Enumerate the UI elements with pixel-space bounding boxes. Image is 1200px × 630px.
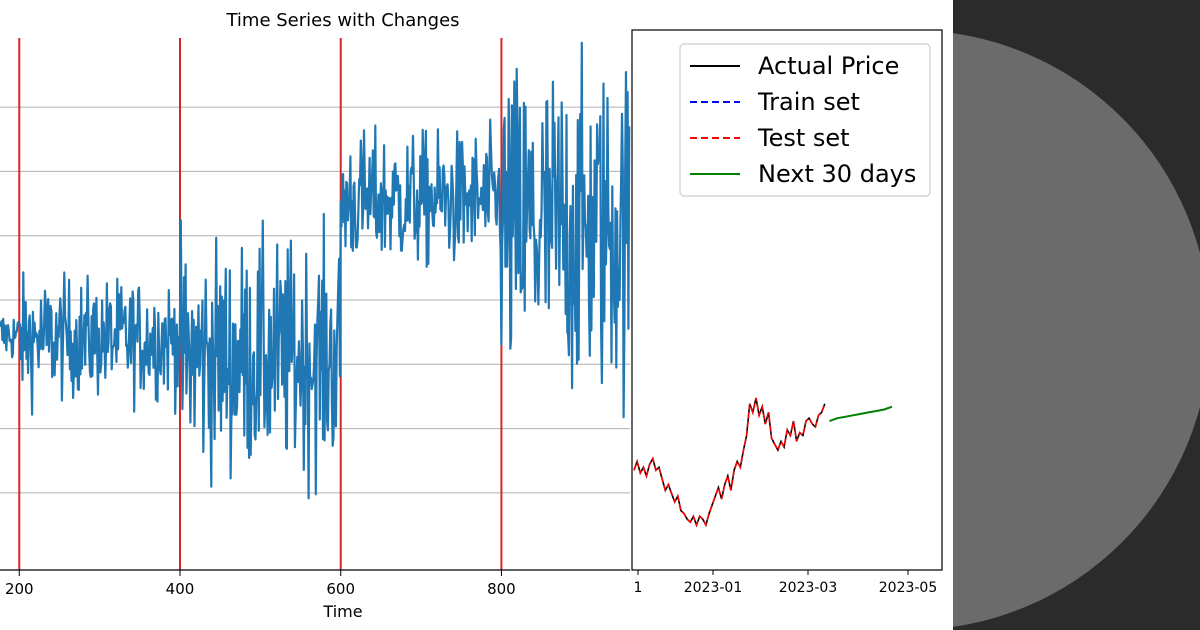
gray-disc <box>953 33 1200 627</box>
x-ticks: 1 2023-01 2023-03 2023-05 <box>634 570 938 596</box>
legend-box <box>679 43 931 197</box>
chart-title: Time Series with Changes <box>225 10 459 31</box>
test-set-line <box>633 397 826 528</box>
legend-label: Actual Price <box>758 52 899 80</box>
time-series-chart: Time Series with Changes 200 400 600 800 Ti… <box>0 10 631 621</box>
series-line <box>0 41 631 500</box>
legend-label: Next 30 days <box>758 160 916 188</box>
x-ticks: 200 400 600 800 <box>5 570 516 598</box>
legend: Actual Price Train set Test set Next 30 day… <box>679 43 931 197</box>
x-tick-label: 2023-03 <box>779 580 838 596</box>
x-axis-label: Time <box>322 602 362 621</box>
x-tick-label: 1 <box>634 580 643 596</box>
x-tick-label: 200 <box>5 580 34 598</box>
price-forecast-chart: 1 2023-01 2023-03 2023-05 Actual Price Train… <box>631 29 943 596</box>
decorative-panel <box>953 0 1200 630</box>
next-30-days-line <box>829 405 893 423</box>
x-tick-label: 2023-05 <box>879 580 938 596</box>
x-tick-label: 400 <box>166 580 195 598</box>
legend-label: Train set <box>757 88 860 116</box>
x-tick-label: 800 <box>487 580 516 598</box>
legend-label: Test set <box>757 124 850 152</box>
x-tick-label: 600 <box>326 580 355 598</box>
x-tick-label: 2023-01 <box>684 580 743 596</box>
